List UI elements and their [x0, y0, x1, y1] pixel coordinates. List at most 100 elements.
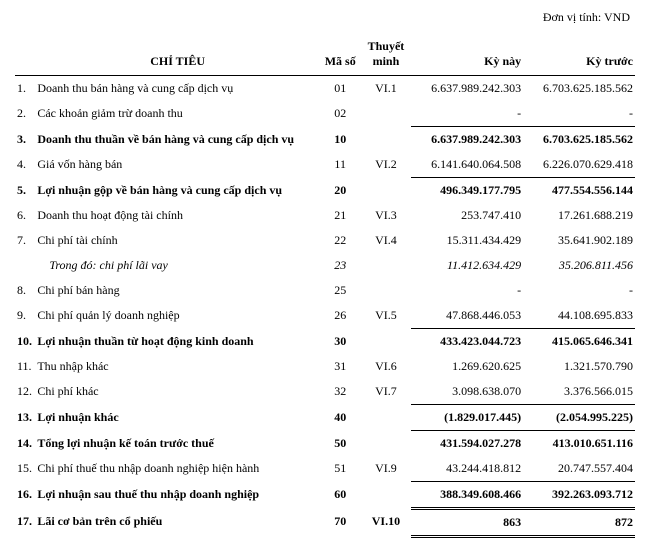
row-note: VI.10	[361, 509, 412, 537]
row-index: 12.	[15, 379, 35, 405]
row-index: 17.	[15, 509, 35, 537]
row-name: Lợi nhuận gộp về bán hàng và cung cấp dị…	[35, 178, 320, 204]
row-previous: 20.747.557.404	[523, 456, 635, 482]
row-index: 5.	[15, 178, 35, 204]
row-name: Chi phí tài chính	[35, 228, 320, 253]
row-name: Chi phí bán hàng	[35, 278, 320, 303]
col-code: Mã số	[320, 33, 361, 76]
unit-label: Đơn vị tính: VND	[15, 10, 635, 25]
col-previous: Kỳ trước	[523, 33, 635, 76]
table-row: 5.Lợi nhuận gộp về bán hàng và cung cấp …	[15, 178, 635, 204]
row-note: VI.7	[361, 379, 412, 405]
table-header-row: CHỈ TIÊU Mã số Thuyết minh Kỳ này Kỳ trư…	[15, 33, 635, 76]
row-code: 70	[320, 509, 361, 537]
row-index: 11.	[15, 354, 35, 379]
row-code: 11	[320, 152, 361, 178]
row-previous: 413.010.651.116	[523, 431, 635, 457]
row-code: 50	[320, 431, 361, 457]
row-index: 7.	[15, 228, 35, 253]
row-index: 9.	[15, 303, 35, 329]
row-current: 863	[411, 509, 523, 537]
row-note	[361, 127, 412, 153]
table-row: 6.Doanh thu hoạt động tài chính21VI.3253…	[15, 203, 635, 228]
row-code: 21	[320, 203, 361, 228]
table-body: 1.Doanh thu bán hàng và cung cấp dịch vụ…	[15, 76, 635, 537]
row-note	[361, 101, 412, 127]
row-note: VI.9	[361, 456, 412, 482]
row-note: VI.4	[361, 228, 412, 253]
table-row: 17.Lãi cơ bản trên cổ phiếu70VI.10863872	[15, 509, 635, 537]
table-row: 9.Chi phí quản lý doanh nghiệp26VI.547.8…	[15, 303, 635, 329]
row-previous: -	[523, 278, 635, 303]
row-index: 6.	[15, 203, 35, 228]
row-previous: -	[523, 101, 635, 127]
table-row: 11.Thu nhập khác31VI.61.269.620.6251.321…	[15, 354, 635, 379]
row-name: Lợi nhuận khác	[35, 405, 320, 431]
row-note: VI.5	[361, 303, 412, 329]
row-code: 22	[320, 228, 361, 253]
table-row: 13.Lợi nhuận khác40 (1.829.017.445)(2.054…	[15, 405, 635, 431]
row-current: 6.637.989.242.303	[411, 76, 523, 102]
row-index: 15.	[15, 456, 35, 482]
row-code: 40	[320, 405, 361, 431]
row-index: 3.	[15, 127, 35, 153]
table-row: 12.Chi phí khác32VI.73.098.638.0703.376.…	[15, 379, 635, 405]
table-row: Trong đó: chi phí lãi vay2311.412.634.42…	[15, 253, 635, 278]
row-current: 3.098.638.070	[411, 379, 523, 405]
row-name: Chi phí khác	[35, 379, 320, 405]
row-note: VI.2	[361, 152, 412, 178]
row-previous: 35.206.811.456	[523, 253, 635, 278]
row-previous: 44.108.695.833	[523, 303, 635, 329]
row-index: 4.	[15, 152, 35, 178]
row-index: 16.	[15, 482, 35, 509]
col-name: CHỈ TIÊU	[35, 33, 320, 76]
row-index	[15, 253, 35, 278]
row-code: 60	[320, 482, 361, 509]
row-index: 2.	[15, 101, 35, 127]
row-code: 30	[320, 329, 361, 355]
row-current: 43.244.418.812	[411, 456, 523, 482]
row-index: 8.	[15, 278, 35, 303]
row-current: 47.868.446.053	[411, 303, 523, 329]
row-note: VI.3	[361, 203, 412, 228]
table-row: 16.Lợi nhuận sau thuế thu nhập doanh ngh…	[15, 482, 635, 509]
table-row: 10.Lợi nhuận thuần từ hoạt động kinh doa…	[15, 329, 635, 355]
row-code: 51	[320, 456, 361, 482]
row-previous: (2.054.995.225)	[523, 405, 635, 431]
row-previous: 6.226.070.629.418	[523, 152, 635, 178]
row-name: Chi phí thuế thu nhập doanh nghiệp hiện …	[35, 456, 320, 482]
row-name: Thu nhập khác	[35, 354, 320, 379]
row-name: Giá vốn hàng bán	[35, 152, 320, 178]
row-name: Lợi nhuận thuần từ hoạt động kinh doanh	[35, 329, 320, 355]
row-code: 02	[320, 101, 361, 127]
row-current: (1.829.017.445)	[411, 405, 523, 431]
row-note	[361, 253, 412, 278]
row-previous: 477.554.556.144	[523, 178, 635, 204]
table-row: 7.Chi phí tài chính22VI.415.311.434.4293…	[15, 228, 635, 253]
table-row: 14.Tổng lợi nhuận kế toán trước thuế5043…	[15, 431, 635, 457]
row-current: 6.141.640.064.508	[411, 152, 523, 178]
row-code: 01	[320, 76, 361, 102]
row-name: Doanh thu bán hàng và cung cấp dịch vụ	[35, 76, 320, 102]
row-name: Lãi cơ bản trên cổ phiếu	[35, 509, 320, 537]
table-row: 8.Chi phí bán hàng25--	[15, 278, 635, 303]
row-current: 496.349.177.795	[411, 178, 523, 204]
row-name: Chi phí quản lý doanh nghiệp	[35, 303, 320, 329]
table-row: 2.Các khoản giảm trừ doanh thu02--	[15, 101, 635, 127]
row-code: 25	[320, 278, 361, 303]
row-previous: 415.065.646.341	[523, 329, 635, 355]
row-index: 1.	[15, 76, 35, 102]
row-current: 1.269.620.625	[411, 354, 523, 379]
row-name: Doanh thu hoạt động tài chính	[35, 203, 320, 228]
row-index: 13.	[15, 405, 35, 431]
table-row: 15.Chi phí thuế thu nhập doanh nghiệp hi…	[15, 456, 635, 482]
income-statement-table: CHỈ TIÊU Mã số Thuyết minh Kỳ này Kỳ trư…	[15, 33, 635, 538]
row-code: 20	[320, 178, 361, 204]
row-name: Lợi nhuận sau thuế thu nhập doanh nghiệp	[35, 482, 320, 509]
row-note: VI.1	[361, 76, 412, 102]
row-name: Các khoản giảm trừ doanh thu	[35, 101, 320, 127]
row-current: 11.412.634.429	[411, 253, 523, 278]
row-code: 32	[320, 379, 361, 405]
table-row: 3.Doanh thu thuần về bán hàng và cung cấ…	[15, 127, 635, 153]
row-name: Trong đó: chi phí lãi vay	[35, 253, 320, 278]
